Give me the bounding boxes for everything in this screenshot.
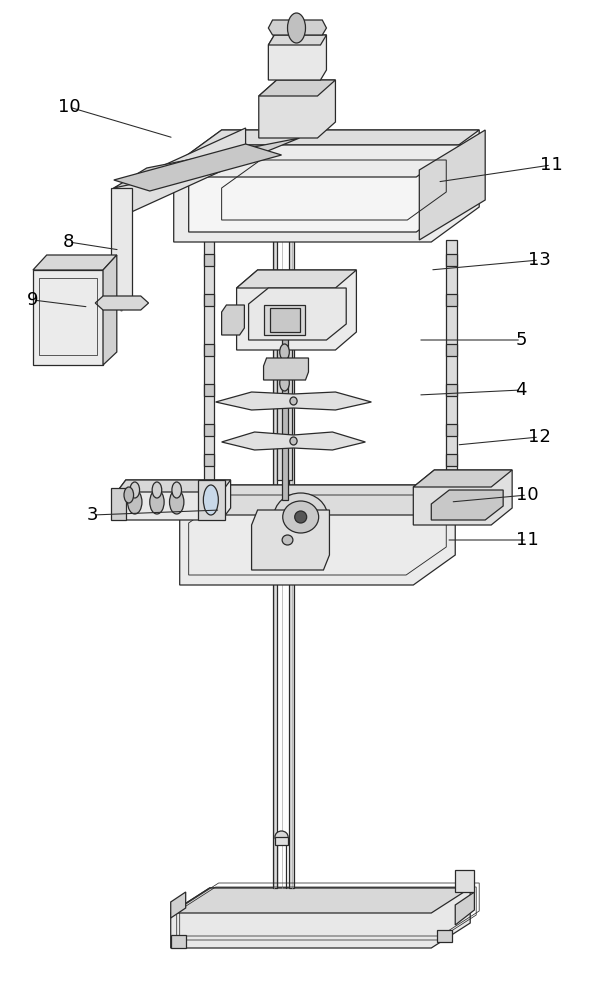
Circle shape	[152, 482, 162, 498]
Circle shape	[172, 482, 181, 498]
Polygon shape	[117, 480, 231, 492]
Polygon shape	[431, 490, 503, 520]
Polygon shape	[33, 270, 103, 365]
Polygon shape	[204, 344, 214, 356]
Circle shape	[130, 482, 140, 498]
Polygon shape	[446, 254, 457, 266]
Polygon shape	[446, 454, 457, 466]
Ellipse shape	[290, 437, 297, 445]
Polygon shape	[204, 424, 214, 436]
Text: 10: 10	[58, 98, 80, 116]
Text: 3: 3	[87, 506, 99, 524]
Polygon shape	[446, 240, 457, 485]
Polygon shape	[268, 20, 326, 35]
Polygon shape	[189, 145, 461, 232]
Text: 10: 10	[516, 486, 539, 504]
Polygon shape	[204, 454, 214, 466]
Ellipse shape	[295, 511, 307, 523]
Text: 4: 4	[515, 381, 527, 399]
Polygon shape	[419, 130, 485, 240]
Text: 9: 9	[27, 291, 39, 309]
Polygon shape	[198, 480, 225, 520]
Text: 12: 12	[528, 428, 550, 446]
Text: 11: 11	[540, 156, 562, 174]
Polygon shape	[446, 344, 457, 356]
Polygon shape	[111, 188, 132, 305]
Polygon shape	[270, 308, 300, 332]
Polygon shape	[273, 150, 277, 888]
Polygon shape	[174, 130, 479, 165]
Ellipse shape	[283, 501, 319, 533]
Polygon shape	[222, 432, 365, 450]
Polygon shape	[446, 424, 457, 436]
Polygon shape	[275, 837, 288, 845]
Polygon shape	[174, 130, 479, 242]
Ellipse shape	[290, 397, 297, 405]
Polygon shape	[282, 335, 288, 500]
Polygon shape	[222, 305, 244, 335]
Polygon shape	[171, 888, 470, 913]
Polygon shape	[413, 470, 512, 487]
Polygon shape	[114, 144, 282, 191]
Polygon shape	[33, 255, 117, 270]
Polygon shape	[237, 270, 356, 350]
Polygon shape	[259, 80, 335, 96]
Polygon shape	[180, 485, 455, 515]
Circle shape	[124, 487, 134, 503]
Ellipse shape	[282, 535, 293, 545]
Polygon shape	[455, 892, 474, 925]
Circle shape	[280, 357, 289, 373]
Polygon shape	[413, 470, 512, 525]
Polygon shape	[268, 35, 326, 45]
Polygon shape	[204, 240, 214, 485]
Polygon shape	[204, 384, 214, 396]
Polygon shape	[189, 145, 461, 177]
Ellipse shape	[275, 831, 288, 843]
Polygon shape	[95, 296, 149, 310]
Text: 13: 13	[528, 251, 550, 269]
Polygon shape	[249, 288, 346, 340]
Polygon shape	[289, 150, 294, 888]
Circle shape	[128, 490, 142, 514]
Circle shape	[150, 490, 164, 514]
Polygon shape	[117, 480, 231, 520]
Polygon shape	[455, 870, 474, 892]
Text: 11: 11	[516, 531, 539, 549]
Polygon shape	[264, 305, 305, 335]
Polygon shape	[237, 270, 356, 288]
Polygon shape	[114, 128, 246, 220]
Polygon shape	[114, 138, 300, 188]
Circle shape	[288, 13, 305, 43]
Text: 8: 8	[63, 233, 74, 251]
Polygon shape	[171, 935, 186, 948]
Polygon shape	[264, 358, 308, 380]
Polygon shape	[180, 485, 455, 585]
Circle shape	[280, 375, 289, 391]
Polygon shape	[437, 930, 452, 942]
Polygon shape	[252, 510, 329, 570]
Polygon shape	[268, 35, 326, 80]
Circle shape	[280, 344, 289, 360]
Polygon shape	[277, 335, 292, 480]
Polygon shape	[171, 888, 470, 948]
Polygon shape	[446, 384, 457, 396]
Ellipse shape	[203, 485, 218, 515]
Circle shape	[170, 490, 184, 514]
Polygon shape	[204, 294, 214, 306]
Polygon shape	[216, 392, 371, 410]
Polygon shape	[103, 255, 117, 365]
Polygon shape	[171, 892, 186, 918]
Ellipse shape	[274, 493, 328, 541]
Polygon shape	[204, 254, 214, 266]
Polygon shape	[111, 488, 126, 520]
Text: 5: 5	[515, 331, 527, 349]
Polygon shape	[259, 80, 335, 138]
Polygon shape	[446, 294, 457, 306]
